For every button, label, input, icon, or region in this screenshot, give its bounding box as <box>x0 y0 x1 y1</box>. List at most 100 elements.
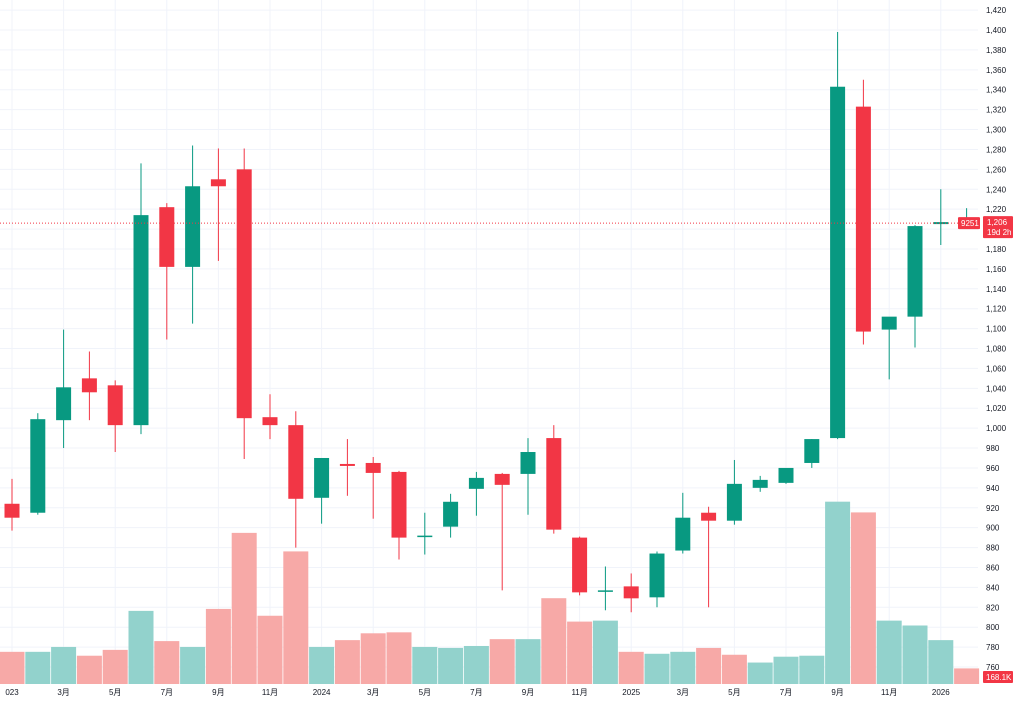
candle-body <box>778 467 794 483</box>
volume-bar <box>386 632 412 684</box>
volume-bar <box>0 651 25 684</box>
candle <box>391 470 407 560</box>
candle <box>597 566 613 611</box>
last-price-countdown: 19d 2h <box>987 228 1011 237</box>
volume-bar <box>76 655 102 684</box>
candle <box>107 380 123 453</box>
candle <box>675 492 691 554</box>
x-tick-label: 7月 <box>780 688 792 697</box>
y-tick-label: 880 <box>986 544 1000 553</box>
volume-bar <box>850 512 876 684</box>
x-tick-label: 3月 <box>57 688 69 697</box>
volume-bar <box>825 501 851 684</box>
candle <box>288 411 304 548</box>
x-tick-label: 11月 <box>262 688 278 697</box>
candle <box>855 79 871 345</box>
x-tick-label: 2026 <box>932 688 950 697</box>
y-tick-label: 860 <box>986 563 1000 572</box>
y-tick-label: 940 <box>986 484 1000 493</box>
candle <box>933 189 949 245</box>
volume-bar <box>463 645 489 684</box>
y-tick-label: 1,100 <box>986 325 1007 334</box>
candle-body <box>752 479 768 488</box>
candle <box>417 512 433 555</box>
candle-body <box>855 106 871 332</box>
y-tick-label: 1,080 <box>986 345 1007 354</box>
candle-body <box>597 590 613 592</box>
candle-body <box>236 169 252 419</box>
candle-body <box>520 452 536 474</box>
y-tick-label: 1,300 <box>986 126 1007 135</box>
volume-bar <box>102 649 128 684</box>
volume-bar <box>205 608 231 684</box>
candle-body <box>417 535 433 538</box>
candle-body <box>4 503 20 518</box>
x-axis: 023 3月 5月 7月 9月 11月 2024 3月 5月 7月 9月 11月 2025 3月 5月 7月 9… <box>5 688 950 697</box>
candle <box>314 457 330 524</box>
candle <box>701 506 717 608</box>
candle <box>520 438 536 515</box>
volume-bar <box>773 656 799 684</box>
y-tick-label: 820 <box>986 603 1000 612</box>
y-tick-label: 840 <box>986 583 1000 592</box>
y-tick-label: 800 <box>986 623 1000 632</box>
volume-bar <box>128 610 154 684</box>
volume-bar <box>721 654 747 684</box>
candle <box>210 148 226 261</box>
candle <box>494 472 510 591</box>
candle-body <box>391 471 407 538</box>
candle <box>468 471 484 516</box>
y-tick-label: 1,400 <box>986 26 1007 35</box>
x-tick-label: 7月 <box>161 688 173 697</box>
y-tick-label: 980 <box>986 444 1000 453</box>
x-tick-label: 5月 <box>728 688 740 697</box>
candle <box>339 439 355 496</box>
volume-bar <box>438 647 464 684</box>
candle <box>4 478 20 531</box>
y-tick-label: 1,380 <box>986 46 1007 55</box>
candle <box>365 456 381 519</box>
candle-body <box>339 463 355 466</box>
volume-bar <box>360 633 386 684</box>
y-tick-label: 1,060 <box>986 364 1007 373</box>
volume-bar <box>902 625 928 684</box>
y-tick-label: 1,160 <box>986 265 1007 274</box>
candle-body <box>468 477 484 489</box>
volume-bar <box>696 647 722 684</box>
candle-body <box>133 215 149 426</box>
y-tick-label: 900 <box>986 524 1000 533</box>
y-tick-label: 1,020 <box>986 404 1007 413</box>
x-tick-label: 5月 <box>109 688 121 697</box>
y-tick-label: 780 <box>986 643 1000 652</box>
volume-bar <box>618 651 644 684</box>
volume-bar <box>876 620 902 684</box>
y-tick-label: 760 <box>986 663 1000 672</box>
y-tick-label: 1,340 <box>986 86 1007 95</box>
volume-bars <box>0 501 980 684</box>
candle-body <box>210 179 226 187</box>
y-tick-label: 1,260 <box>986 165 1007 174</box>
candle <box>546 425 562 534</box>
x-tick-label: 5月 <box>419 688 431 697</box>
y-tick-label: 1,360 <box>986 66 1007 75</box>
candle-body <box>56 387 72 421</box>
volume-bar <box>283 551 309 684</box>
candle <box>159 203 175 340</box>
candle-body <box>701 512 717 521</box>
candle-body <box>726 483 742 521</box>
candle-body <box>314 457 330 498</box>
y-tick-label: 1,000 <box>986 424 1007 433</box>
last-price-label: 1,206 <box>987 218 1008 227</box>
y-tick-label: 1,180 <box>986 245 1007 254</box>
last-volume-label: 168.1K <box>986 673 1012 682</box>
price-tags: 9251 1,206 19d 2h 168.1K <box>958 216 1013 683</box>
candle <box>262 394 278 440</box>
y-tick-label: 1,220 <box>986 205 1007 214</box>
candle <box>30 413 46 515</box>
y-tick-label: 1,320 <box>986 106 1007 115</box>
volume-bar <box>334 640 360 684</box>
last-price-tag <box>983 216 1013 239</box>
y-tick-label: 1,280 <box>986 145 1007 154</box>
x-tick-label: 7月 <box>470 688 482 697</box>
